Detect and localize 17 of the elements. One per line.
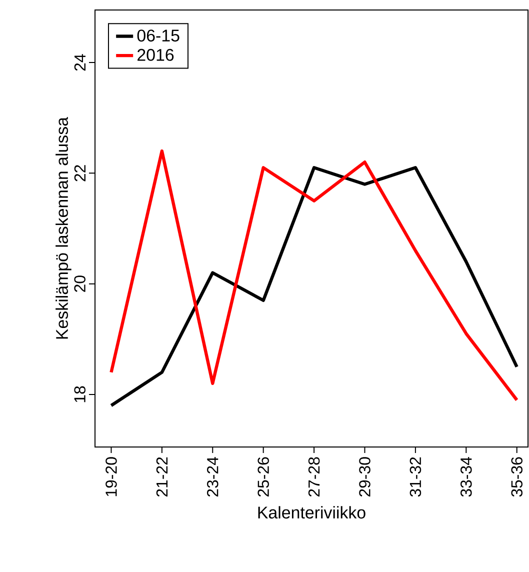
y-tick-label: 22 [74,165,86,182]
x-tick-label: 33-34 [460,457,472,497]
x-tick-label: 27-28 [308,457,320,496]
x-tick-label: 19-20 [106,457,117,496]
x-tick-label: 31-32 [410,457,422,497]
x-tick-label: 21-22 [156,457,168,496]
x-tick-label: 23-24 [206,457,218,496]
x-tick-label: 29-30 [359,457,370,496]
y-tick-label: 24 [74,54,86,71]
legend-label: 2016 [138,48,174,61]
legend-label: 06-15 [137,30,180,42]
x-tick-label: 25-26 [258,457,269,496]
x-axis-title: Kalenteriviikko [258,506,366,519]
y-axis-title: Keskilämpö laskennan alussa [56,116,72,339]
y-tick-label: 18 [74,386,86,402]
y-tick-label: 20 [74,276,86,292]
x-tick-label: 35-36 [511,457,522,497]
